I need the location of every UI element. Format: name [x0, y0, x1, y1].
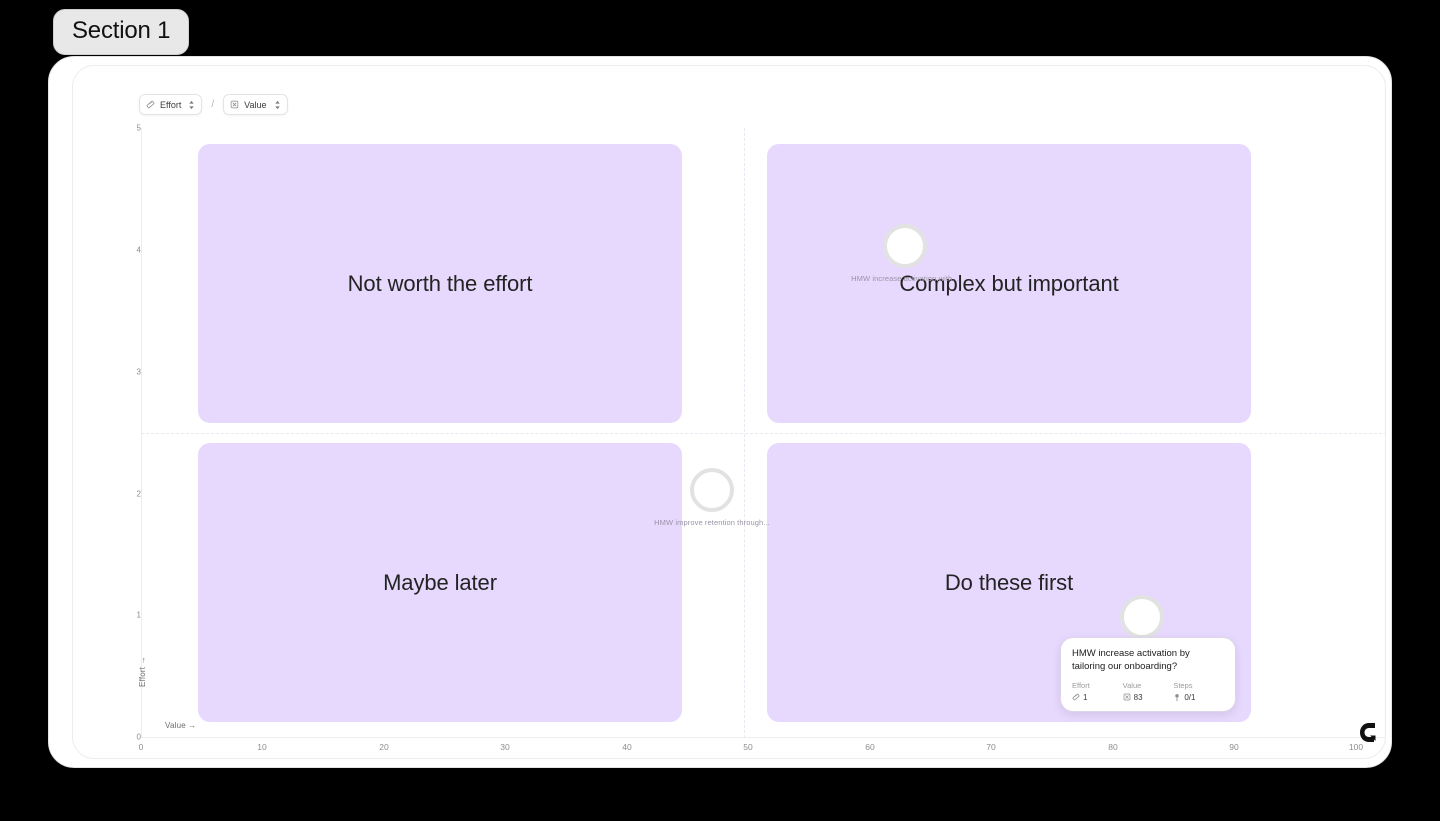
- x-tick: 30: [500, 742, 510, 752]
- idea-card-stats: Effort 1 Value: [1072, 681, 1224, 702]
- x-tick: 100: [1348, 742, 1364, 752]
- stat-value-value: 83: [1133, 692, 1143, 702]
- ruler-icon: [146, 100, 155, 109]
- y-axis-title: Effort →: [138, 656, 147, 687]
- y-axis-selector[interactable]: Value: [223, 94, 288, 115]
- quadrant-divider-horizontal: [141, 433, 1385, 434]
- quadrant-bottom-left[interactable]: Maybe later: [198, 443, 682, 722]
- x-tick: 20: [379, 742, 389, 752]
- x-tick: 0: [138, 742, 144, 752]
- sort-stepper-icon[interactable]: [188, 100, 195, 110]
- stat-value: Value 83: [1123, 681, 1174, 702]
- idea-detail-card[interactable]: HMW increase activation by tailoring our…: [1060, 637, 1236, 712]
- x-axis-selector-label: Effort: [160, 99, 182, 110]
- stat-steps-label: Steps: [1173, 680, 1193, 690]
- stat-effort-value-row: 1: [1072, 693, 1123, 702]
- x-tick: 60: [865, 742, 875, 752]
- stat-value-value-row: 83: [1123, 693, 1174, 702]
- y-axis-selector-label: Value: [244, 99, 267, 110]
- quadrant-label: Not worth the effort: [347, 270, 533, 296]
- idea-bubble[interactable]: [690, 468, 734, 512]
- quadrant-label: Do these first: [944, 569, 1074, 595]
- x-axis-line: [141, 737, 1385, 738]
- y-tick: 1: [136, 610, 141, 620]
- stat-effort-value: 1: [1083, 692, 1088, 702]
- x-tick: 40: [622, 742, 632, 752]
- x-tick: 90: [1229, 742, 1239, 752]
- idea-card-title: HMW increase activation by tailoring our…: [1072, 648, 1190, 673]
- boxed-x-icon: [1123, 693, 1131, 701]
- x-tick: 80: [1108, 742, 1118, 752]
- chart-panel: Effort / Value: [72, 65, 1386, 759]
- idea-bubble-label: HMW improve retention through...: [654, 518, 770, 527]
- stat-steps-value: 0/1: [1184, 692, 1196, 702]
- y-tick: 4: [136, 245, 141, 255]
- section-tab-label: Section 1: [72, 17, 171, 44]
- quadrant-label: Maybe later: [383, 569, 497, 595]
- cursor-glyph-icon: [1358, 721, 1380, 749]
- quadrant-top-left[interactable]: Not worth the effort: [198, 144, 682, 423]
- canvas-outer-frame: Effort / Value: [48, 56, 1392, 768]
- axis-selector-toolbar: Effort / Value: [139, 94, 288, 115]
- stat-steps: Steps 0/1: [1173, 681, 1224, 702]
- x-axis-selector[interactable]: Effort: [139, 94, 203, 115]
- pin-icon: [1173, 693, 1181, 702]
- stat-steps-value-row: 0/1: [1173, 693, 1224, 702]
- stat-effort-label: Effort: [1072, 680, 1090, 690]
- idea-bubble[interactable]: [883, 224, 927, 268]
- boxed-x-icon: [230, 100, 239, 109]
- y-tick: 5: [136, 123, 141, 133]
- x-axis-title: Value →: [165, 721, 197, 730]
- selector-separator: /: [211, 99, 215, 110]
- y-axis-ticks: 5 4 3 2 1 0: [95, 66, 141, 758]
- quadrant-label: Complex but important: [899, 270, 1119, 296]
- stat-effort: Effort 1: [1072, 681, 1123, 702]
- sort-stepper-icon[interactable]: [274, 100, 281, 110]
- stat-value-label: Value: [1122, 680, 1142, 690]
- y-tick: 3: [136, 367, 141, 377]
- y-tick: 2: [136, 489, 141, 499]
- quadrant-top-right[interactable]: Complex but important: [767, 144, 1251, 423]
- x-tick: 70: [986, 742, 996, 752]
- x-tick: 50: [743, 742, 753, 752]
- y-tick: 0: [136, 732, 141, 742]
- quadrant-divider-vertical: [744, 128, 745, 738]
- ruler-icon: [1072, 693, 1080, 701]
- idea-bubble[interactable]: [1120, 595, 1164, 639]
- idea-bubble-label: HMW increase activation with...: [851, 274, 959, 283]
- priority-matrix-plot[interactable]: 5 4 3 2 1 0 0 10 20 30 40 50 60 70 80 90…: [73, 66, 1385, 758]
- section-tab[interactable]: Section 1: [53, 9, 190, 56]
- x-tick: 10: [257, 742, 267, 752]
